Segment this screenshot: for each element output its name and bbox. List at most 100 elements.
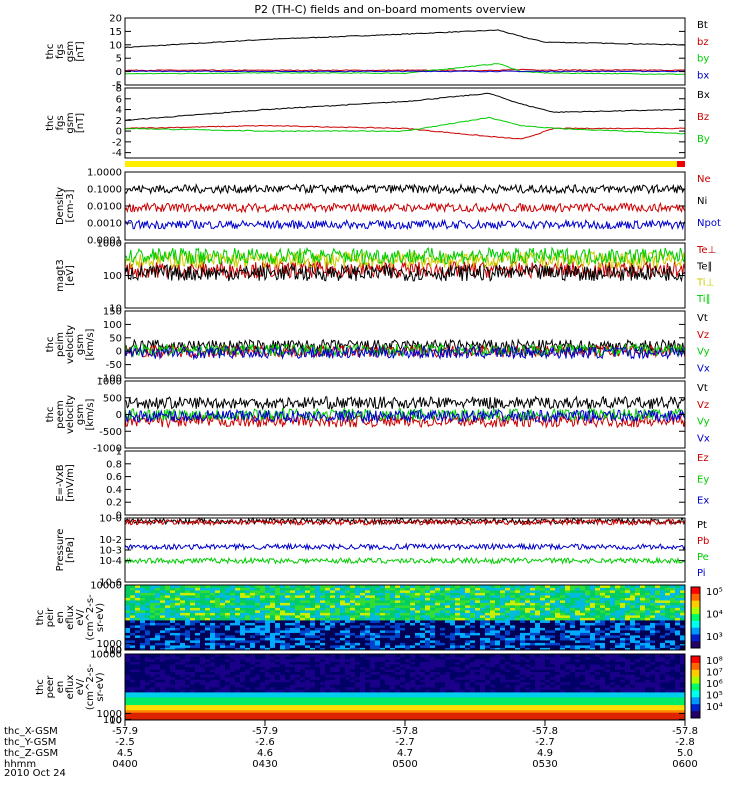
spectrogram-cell <box>430 608 435 611</box>
spectrogram-cell <box>630 638 635 641</box>
spectrogram-cell <box>270 659 275 662</box>
spectrogram-cell <box>575 623 580 626</box>
spectrogram-cell <box>190 697 195 700</box>
spectrogram-cell <box>200 645 205 648</box>
spectrogram-cell <box>170 613 175 616</box>
spectrogram-cell <box>365 605 370 608</box>
spectrogram-cell <box>530 588 535 591</box>
spectrogram-cell <box>325 697 330 700</box>
spectrogram-cell <box>245 620 250 623</box>
spectrogram-cell <box>280 657 285 660</box>
spectrogram-cell <box>260 677 265 680</box>
spectrogram-cell <box>600 640 605 643</box>
spectrogram-cell <box>260 697 265 700</box>
spectrogram-cell <box>375 702 380 705</box>
spectrogram-cell <box>560 595 565 598</box>
spectrogram-cell <box>570 605 575 608</box>
spectrogram-cell <box>220 590 225 593</box>
spectrogram-cell <box>365 638 370 641</box>
spectrogram-cell <box>290 707 295 710</box>
spectrogram-cell <box>570 638 575 641</box>
spectrogram-cell <box>435 662 440 665</box>
spectrogram-cell <box>165 615 170 618</box>
spectrogram-cell <box>620 595 625 598</box>
spectrogram-cell <box>430 692 435 695</box>
spectrogram-cell <box>600 600 605 603</box>
spectrogram-cell <box>665 645 670 648</box>
spectrogram-cell <box>675 598 680 601</box>
spectrogram-cell <box>230 643 235 646</box>
spectrogram-cell <box>455 590 460 593</box>
spectrogram-cell <box>215 593 220 596</box>
spectrogram-cell <box>215 613 220 616</box>
spectrogram-cell <box>270 603 275 606</box>
spectrogram-cell <box>230 623 235 626</box>
colorbar-tick-label: 10⁴ <box>706 610 723 621</box>
spectrogram-cell <box>555 605 560 608</box>
spectrogram-cell <box>640 620 645 623</box>
spectrogram-cell <box>420 630 425 633</box>
spectrogram-cell <box>300 664 305 667</box>
spectrogram-cell <box>450 659 455 662</box>
spectrogram-cell <box>515 600 520 603</box>
spectrogram-cell <box>345 630 350 633</box>
spectrogram-cell <box>440 638 445 641</box>
spectrogram-cell <box>240 633 245 636</box>
spectrogram-cell <box>350 702 355 705</box>
spectrogram-cell <box>570 625 575 628</box>
spectrogram-cell <box>430 712 435 715</box>
spectrogram-cell <box>570 603 575 606</box>
spectrogram-cell <box>600 595 605 598</box>
spectrogram-cell <box>305 623 310 626</box>
spectrogram-cell <box>385 677 390 680</box>
spectrogram-cell <box>305 667 310 670</box>
spectrogram-cell <box>270 625 275 628</box>
spectrogram-cell <box>520 635 525 638</box>
spectrogram-cell <box>515 645 520 648</box>
spectrogram-cell <box>530 645 535 648</box>
spectrogram-cell <box>600 615 605 618</box>
spectrogram-cell <box>565 595 570 598</box>
spectrogram-cell <box>450 615 455 618</box>
spectrogram-cell <box>135 588 140 591</box>
spectrogram-cell <box>360 643 365 646</box>
spectrogram-cell <box>440 595 445 598</box>
spectrogram-cell <box>325 618 330 621</box>
spectrogram-cell <box>415 618 420 621</box>
spectrogram-cell <box>290 615 295 618</box>
spectrogram-cell <box>340 640 345 643</box>
spectrogram-cell <box>125 669 130 672</box>
spectrogram-cell <box>345 677 350 680</box>
spectrogram-cell <box>265 643 270 646</box>
spectrogram-cell <box>425 669 430 672</box>
spectrogram-cell <box>520 590 525 593</box>
spectrogram-cell <box>200 638 205 641</box>
spectrogram-cell <box>350 620 355 623</box>
spectrogram-cell <box>250 643 255 646</box>
spectrogram-cell <box>325 643 330 646</box>
spectrogram-cell <box>315 628 320 631</box>
spectrogram-cell <box>595 595 600 598</box>
spectrogram-cell <box>205 593 210 596</box>
spectrogram-cell <box>455 638 460 641</box>
spectrogram-cell <box>165 595 170 598</box>
spectrogram-cell <box>325 672 330 675</box>
spectrogram-cell <box>425 633 430 636</box>
spectrogram-cell <box>350 664 355 667</box>
spectrogram-cell <box>595 593 600 596</box>
spectrogram-cell <box>230 625 235 628</box>
spectrogram-cell <box>550 645 555 648</box>
legend-label: Te∥ <box>696 261 713 272</box>
spectrogram-cell <box>125 697 130 700</box>
spectrogram-cell <box>560 620 565 623</box>
spectrogram-cell <box>660 615 665 618</box>
spectrogram-cell <box>225 590 230 593</box>
spectrogram-cell <box>410 633 415 636</box>
spectrogram-cell <box>135 700 140 703</box>
spectrogram-cell <box>315 638 320 641</box>
spectrogram-cell <box>615 630 620 633</box>
spectrogram-cell <box>320 659 325 662</box>
spectrogram-cell <box>585 630 590 633</box>
